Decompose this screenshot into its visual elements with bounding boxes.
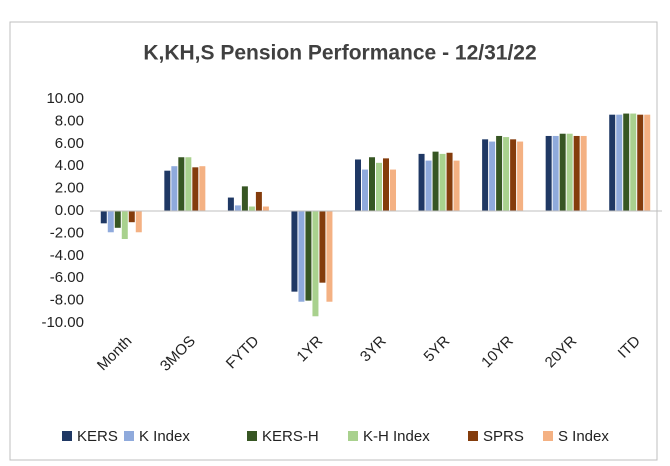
y-tick-label: 8.00 xyxy=(55,112,84,129)
legend-swatch xyxy=(543,431,553,441)
bar xyxy=(425,160,432,211)
bar xyxy=(298,211,305,302)
legend-label: KERS-H xyxy=(262,428,319,445)
legend-swatch xyxy=(348,431,358,441)
bar xyxy=(255,191,262,211)
y-tick-label: 6.00 xyxy=(55,135,84,152)
bar xyxy=(517,141,524,211)
bar xyxy=(545,135,552,211)
bar xyxy=(185,157,192,211)
legend-swatch xyxy=(124,431,134,441)
y-tick-label: 2.00 xyxy=(55,180,84,197)
bar xyxy=(121,211,128,239)
bar xyxy=(362,169,368,211)
bar xyxy=(580,135,587,211)
y-tick-label: -8.00 xyxy=(50,292,84,309)
bar xyxy=(100,211,107,224)
bar xyxy=(376,162,382,211)
bar xyxy=(171,166,178,211)
bar xyxy=(164,170,171,211)
bar xyxy=(573,135,580,211)
y-tick-label: 0.00 xyxy=(55,202,84,219)
bar xyxy=(135,211,142,233)
y-tick-label: 4.00 xyxy=(55,157,84,174)
bar xyxy=(446,152,453,211)
bar xyxy=(510,139,517,211)
bar xyxy=(418,153,425,211)
bar xyxy=(616,114,623,211)
bar xyxy=(644,114,651,211)
bar xyxy=(623,113,630,211)
bar xyxy=(453,160,460,211)
legend-label: SPRS xyxy=(483,428,524,445)
bar xyxy=(439,153,446,211)
bar xyxy=(178,157,185,211)
bar xyxy=(432,151,439,211)
bar xyxy=(609,114,616,211)
bar xyxy=(248,206,255,211)
bar xyxy=(496,135,503,211)
bar xyxy=(199,166,206,211)
bar xyxy=(566,133,573,211)
legend-swatch xyxy=(247,431,257,441)
bar xyxy=(355,159,361,211)
bar xyxy=(262,206,269,211)
bar xyxy=(107,211,114,233)
bar xyxy=(482,139,489,211)
legend-label: KERS xyxy=(77,428,118,445)
bar xyxy=(552,135,559,211)
chart-title: K,KH,S Pension Performance - 12/31/22 xyxy=(143,42,536,65)
legend-swatch xyxy=(468,431,478,441)
chart-border xyxy=(9,21,658,461)
bar xyxy=(305,211,312,301)
bar xyxy=(390,169,396,211)
y-tick-label: -4.00 xyxy=(50,247,84,264)
bar xyxy=(369,157,375,211)
bar xyxy=(128,211,135,223)
y-tick-label: 10.00 xyxy=(46,90,84,107)
legend-label: K-H Index xyxy=(363,428,430,445)
bar xyxy=(637,114,644,211)
bar xyxy=(114,211,121,228)
bar xyxy=(312,211,319,317)
bar xyxy=(291,211,298,292)
y-tick-label: -6.00 xyxy=(50,269,84,286)
bar xyxy=(630,113,637,211)
bar xyxy=(241,186,248,211)
legend-swatch xyxy=(62,431,72,441)
bar xyxy=(383,158,389,211)
bar xyxy=(227,197,234,211)
bar xyxy=(319,211,326,283)
bar xyxy=(192,167,199,211)
bar xyxy=(503,137,510,211)
bar xyxy=(326,211,333,302)
legend-label: K Index xyxy=(139,428,190,445)
bar xyxy=(489,141,496,211)
bar xyxy=(234,205,241,211)
legend-label: S Index xyxy=(558,428,609,445)
y-tick-label: -10.00 xyxy=(41,314,84,331)
y-tick-label: -2.00 xyxy=(50,224,84,241)
bar xyxy=(559,133,566,211)
